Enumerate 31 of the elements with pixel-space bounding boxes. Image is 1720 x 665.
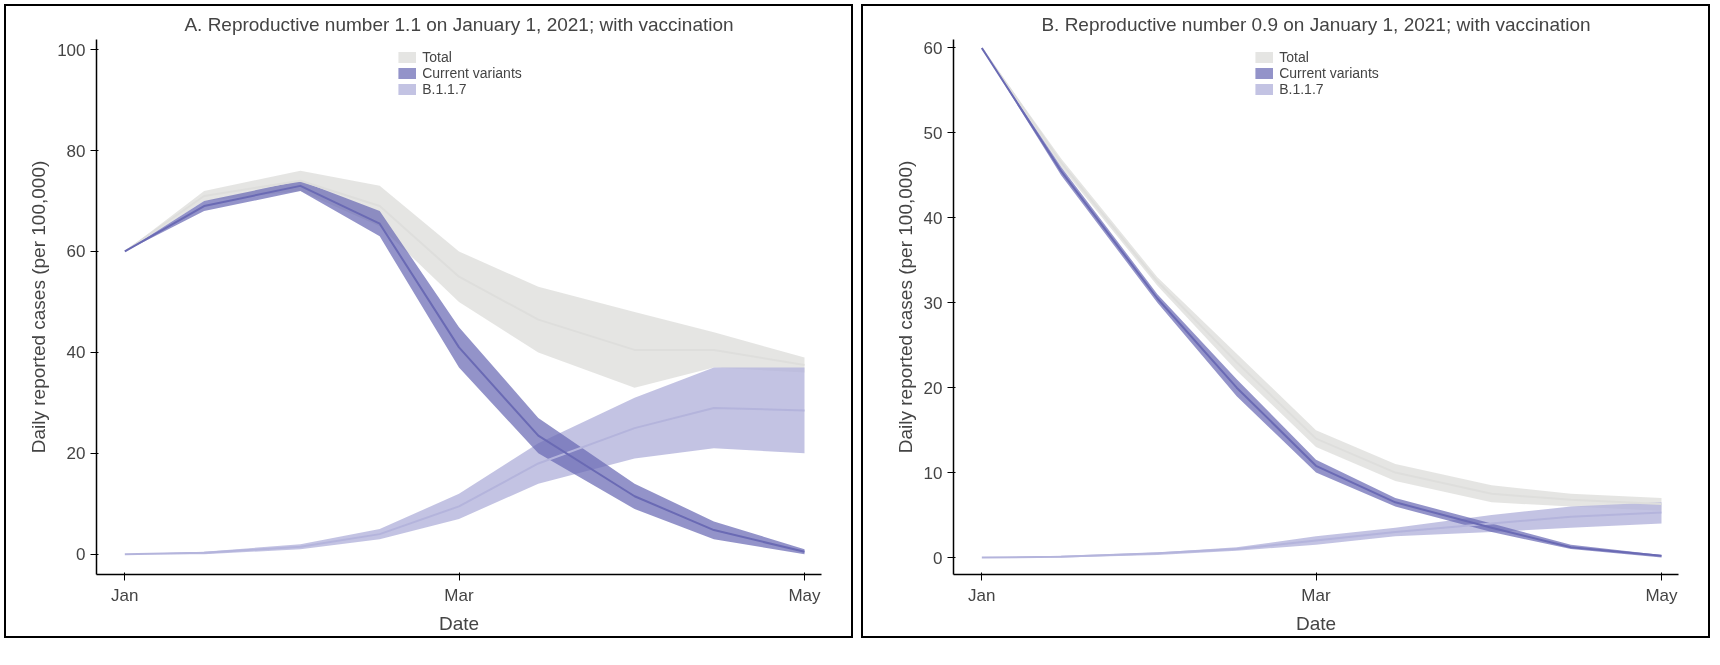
legend-label: B.1.1.7 — [1279, 81, 1324, 97]
chart-title: B. Reproductive number 0.9 on January 1, 2021; with vaccination — [1041, 13, 1591, 35]
y-tick-label: 0 — [933, 548, 943, 568]
chart-title: A. Reproductive number 1.1 on January 1, 2021; with vaccination — [184, 13, 734, 35]
x-tick-label: Mar — [1301, 585, 1331, 605]
y-axis-title: Daily reported cases (per 100,000) — [894, 160, 916, 454]
y-tick-label: 40 — [66, 343, 86, 363]
y-tick-label: 20 — [66, 444, 86, 464]
x-tick-label: May — [788, 585, 822, 605]
y-tick-label: 60 — [66, 242, 86, 262]
y-tick-label: 80 — [66, 141, 86, 161]
y-tick-label: 30 — [923, 293, 943, 313]
y-tick-label: 50 — [923, 123, 943, 143]
x-tick-label: Jan — [968, 585, 996, 605]
legend-label: B.1.1.7 — [422, 81, 467, 97]
x-axis-title: Date — [438, 612, 480, 634]
y-tick-label: 0 — [76, 545, 86, 565]
x-tick-label: May — [1645, 585, 1679, 605]
y-axis-title: Daily reported cases (per 100,000) — [28, 160, 50, 454]
y-tick-label: 40 — [923, 208, 943, 228]
legend-label: Current variants — [1279, 65, 1379, 81]
legend-label: Total — [422, 49, 452, 65]
x-tick-label: Jan — [111, 585, 139, 605]
legend-label: Current variants — [422, 65, 522, 81]
x-tick-label: Mar — [444, 585, 474, 605]
y-tick-label: 20 — [923, 378, 943, 398]
y-tick-label: 60 — [923, 38, 943, 58]
x-axis-title: Date — [1295, 612, 1337, 634]
legend-label: Total — [1279, 49, 1309, 65]
y-tick-label: 100 — [57, 40, 86, 60]
y-tick-label: 10 — [923, 463, 943, 483]
